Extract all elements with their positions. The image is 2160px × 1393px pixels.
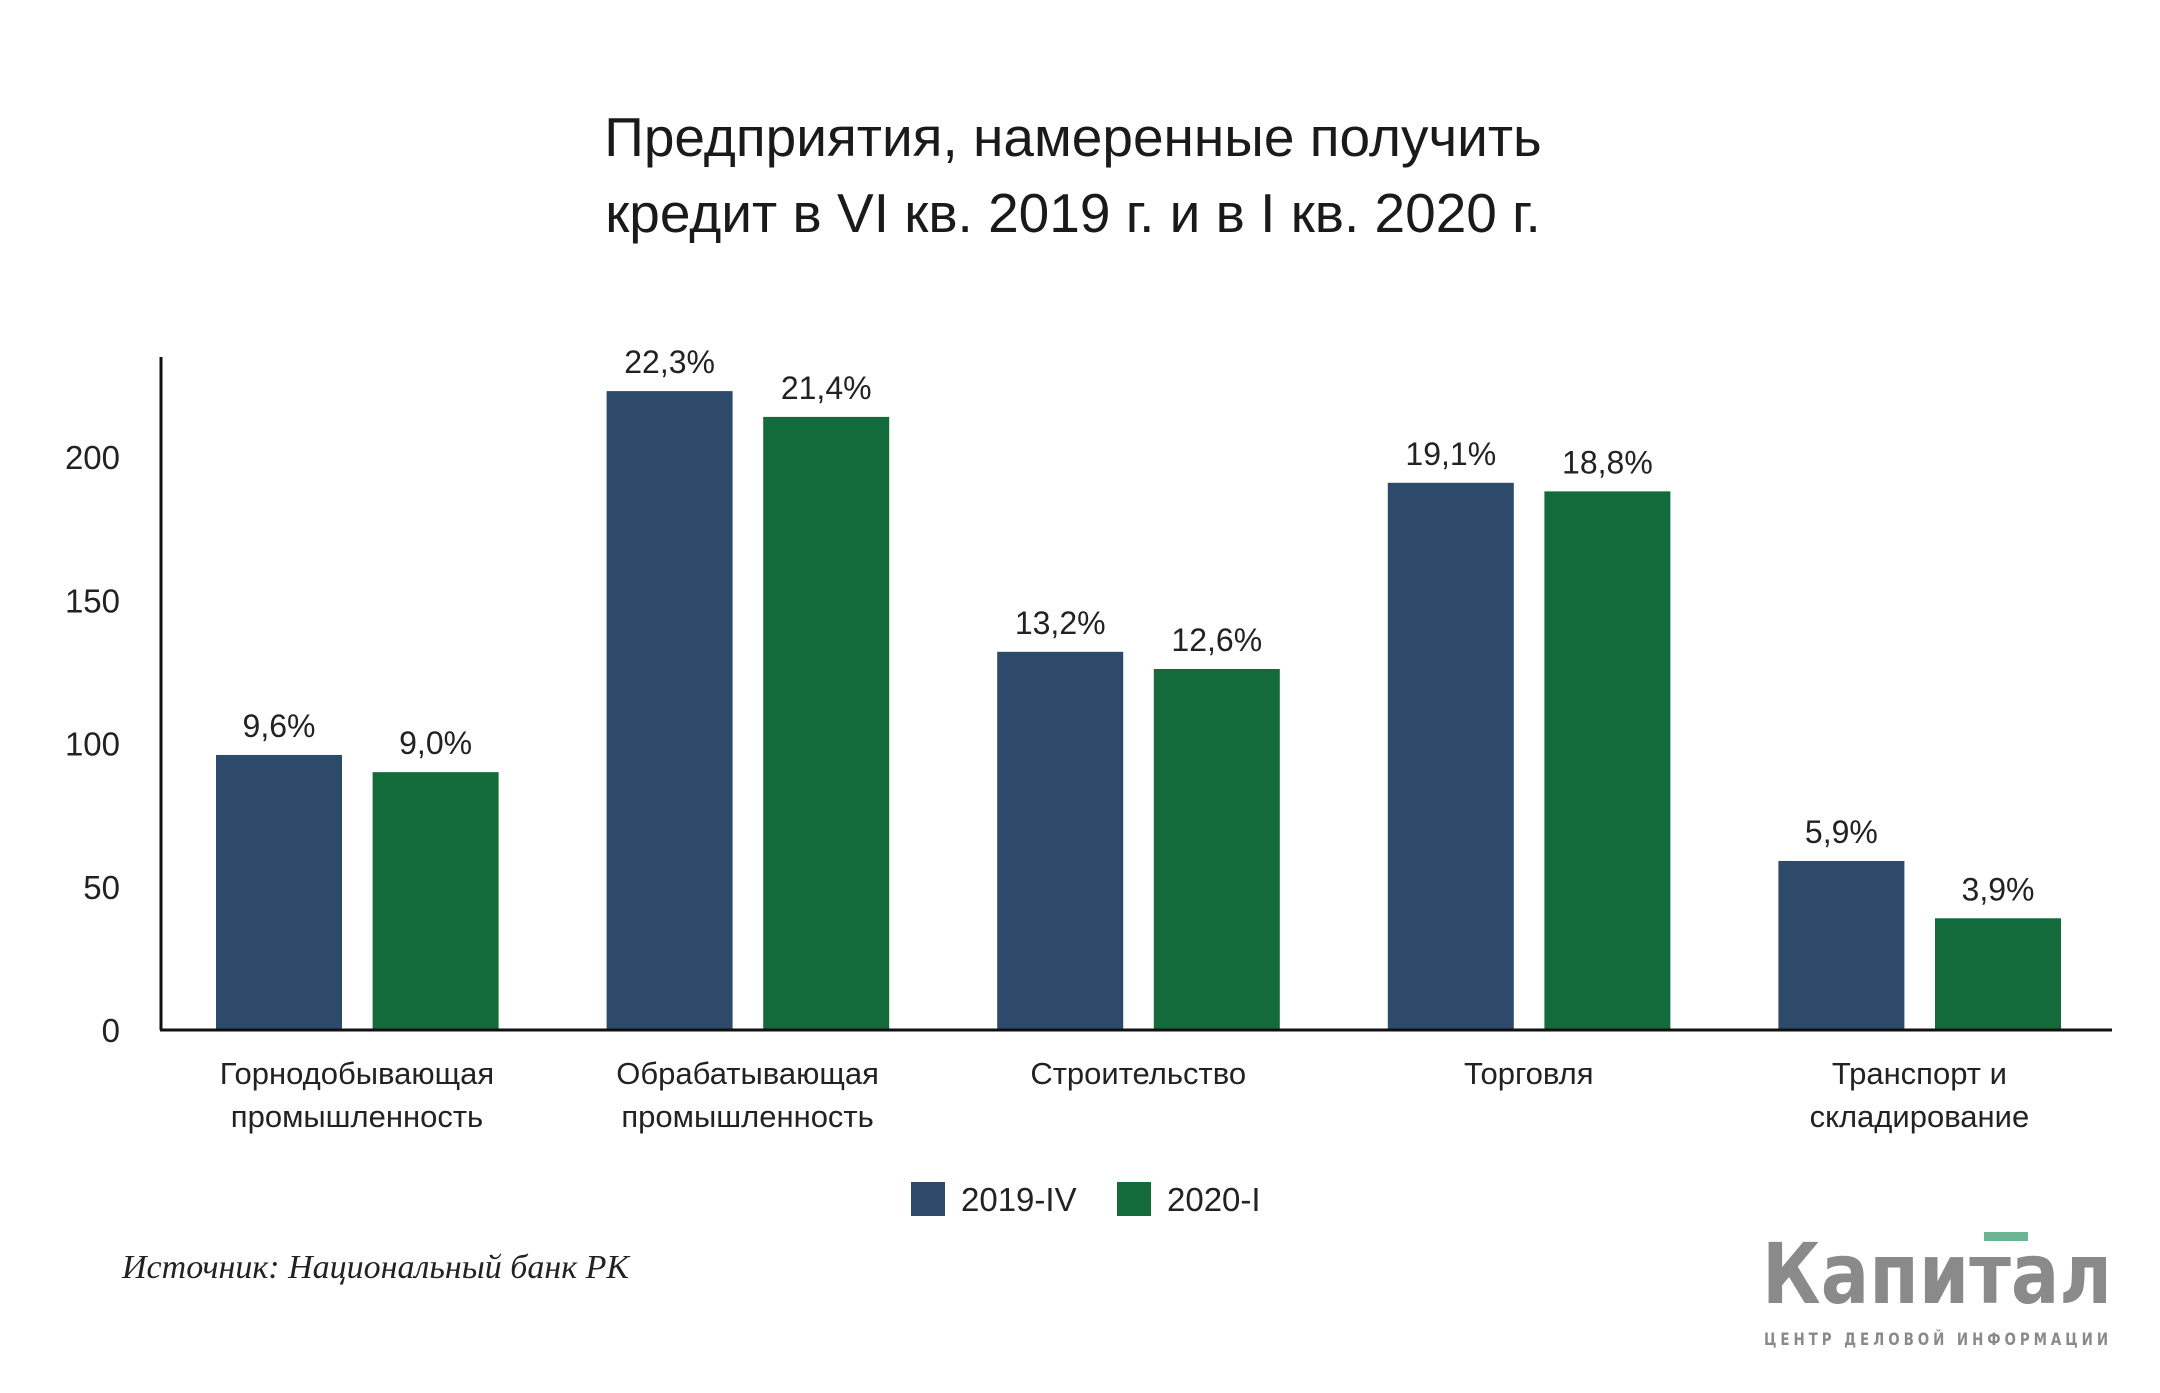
category-label: Строительство — [1030, 1056, 1246, 1091]
bar-2020-I-1 — [763, 416, 890, 1030]
data-label: 5,9% — [1805, 814, 1878, 850]
logo-tagline: ЦЕНТР ДЕЛОВОЙ ИНФОРМАЦИИ — [1764, 1328, 2112, 1350]
data-label: 9,6% — [243, 708, 316, 744]
bar-2020-I-0 — [372, 772, 499, 1030]
legend-swatch-2020-i — [1117, 1182, 1151, 1216]
logo-name: Капитал — [1762, 1225, 2112, 1323]
y-tick-label: 150 — [65, 582, 120, 619]
y-tick-label: 50 — [83, 869, 120, 906]
bar-2020-I-2 — [1153, 669, 1280, 1030]
data-label: 18,8% — [1562, 444, 1653, 480]
legend-label-2019-iv: 2019-IV — [961, 1181, 1077, 1218]
category-label: Торговля — [1464, 1056, 1594, 1091]
category-label: Горнодобывающая — [220, 1056, 494, 1091]
bar-2019-IV-1 — [606, 391, 733, 1031]
category-label: Обрабатывающая — [616, 1056, 879, 1091]
bar-2019-IV-0 — [216, 754, 342, 1030]
legend-label-2020-i: 2020-I — [1167, 1181, 1261, 1218]
source-note: Источник: Национальный банк РК — [121, 1249, 631, 1286]
bar-2020-I-3 — [1544, 491, 1671, 1030]
data-label: 21,4% — [781, 370, 872, 406]
bar-2019-IV-4 — [1778, 860, 1905, 1030]
data-label: 19,1% — [1405, 436, 1496, 472]
kapital-logo: Капитал ЦЕНТР ДЕЛОВОЙ ИНФОРМАЦИИ — [1762, 1225, 2112, 1350]
y-tick-label: 200 — [65, 439, 120, 476]
bar-2019-IV-3 — [1387, 482, 1514, 1030]
legend: 2019-IV 2020-I — [911, 1181, 1261, 1218]
legend-swatch-2019-iv — [911, 1182, 945, 1216]
data-label: 12,6% — [1171, 622, 1262, 658]
logo-accent-bar — [1984, 1232, 2028, 1241]
category-label: Транспорт и — [1832, 1056, 2007, 1091]
data-label: 22,3% — [624, 344, 715, 380]
y-tick-label: 0 — [102, 1012, 120, 1049]
chart-title-line-2: кредит в VI кв. 2019 г. и в I кв. 2020 г… — [605, 182, 1541, 244]
category-label: промышленность — [231, 1099, 483, 1134]
bar-2020-I-4 — [1935, 918, 2061, 1030]
data-label: 3,9% — [1962, 871, 2035, 907]
category-label: складирование — [1810, 1099, 2030, 1134]
bar-2019-IV-2 — [997, 651, 1124, 1030]
category-label: промышленность — [621, 1099, 873, 1134]
data-label: 13,2% — [1015, 605, 1106, 641]
chart-title-line-1: Предприятия, намеренные получить — [604, 106, 1541, 168]
data-label: 9,0% — [399, 725, 472, 761]
y-tick-label: 100 — [65, 726, 120, 763]
